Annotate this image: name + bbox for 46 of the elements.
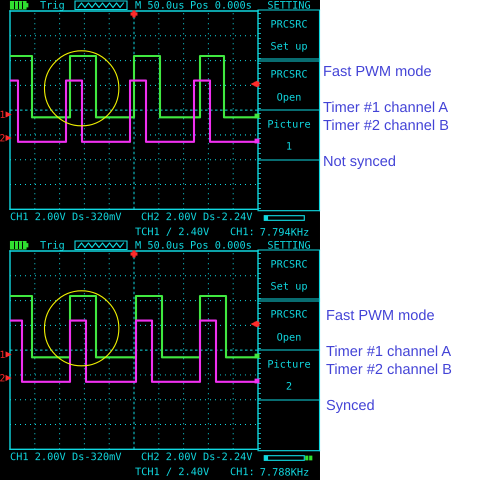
text: Open <box>277 332 300 343</box>
text: 2 <box>0 134 5 142</box>
text: Pos 0.000s <box>190 240 251 249</box>
text: Ds-2.24V <box>204 212 252 220</box>
text: TCH1 / 2.40V <box>135 467 209 476</box>
text: Set up <box>271 282 307 292</box>
text: CH1 2.00V <box>10 452 66 460</box>
text: Ds-2.24V <box>204 452 252 460</box>
text: PRCSRC <box>271 20 307 28</box>
text: Ds-320mV <box>72 212 122 220</box>
text: CH1 2.00V <box>10 212 66 220</box>
text: M 50.0us <box>135 0 184 9</box>
text: Synced <box>326 399 374 414</box>
text: 1 <box>287 142 292 150</box>
text: CH2 2.00V <box>142 452 196 460</box>
text: Trig <box>40 0 64 11</box>
text: SETTING <box>268 240 310 249</box>
text: Set up <box>271 42 307 52</box>
text: 1 <box>0 110 5 118</box>
text: Ds-320mV <box>72 452 122 460</box>
text: Timer #2 channel B <box>326 363 452 374</box>
text: CH2 2.00V <box>142 212 196 220</box>
text: CH1: <box>230 227 252 236</box>
text: PRCSRC <box>271 70 307 78</box>
text: Fast PWM mode <box>327 309 434 320</box>
text: Timer #1 channel A <box>326 345 452 356</box>
text: Pos 0.000s <box>190 0 251 9</box>
text: Timer #2 channel B <box>323 119 448 130</box>
text: Not synced <box>324 155 396 170</box>
text: Picture <box>268 120 310 128</box>
text: Open <box>277 92 300 103</box>
text: TCH1 / 2.40V <box>135 227 209 236</box>
text: PRCSRC <box>271 260 307 268</box>
text: 7.788KHz <box>260 468 308 476</box>
text: 2 <box>0 374 5 382</box>
text: SETTING <box>268 0 310 9</box>
text: Trig <box>40 240 64 251</box>
text: Picture <box>268 360 310 368</box>
text: M 50.0us <box>135 240 184 249</box>
text: 2 <box>286 382 292 390</box>
text: CH1: <box>230 467 252 476</box>
text: 7.794KHz <box>260 228 308 236</box>
text: PRCSRC <box>271 310 307 318</box>
text: Timer #1 channel A <box>323 101 448 112</box>
text: 1 <box>0 350 5 358</box>
text: Fast PWM mode <box>324 65 431 76</box>
